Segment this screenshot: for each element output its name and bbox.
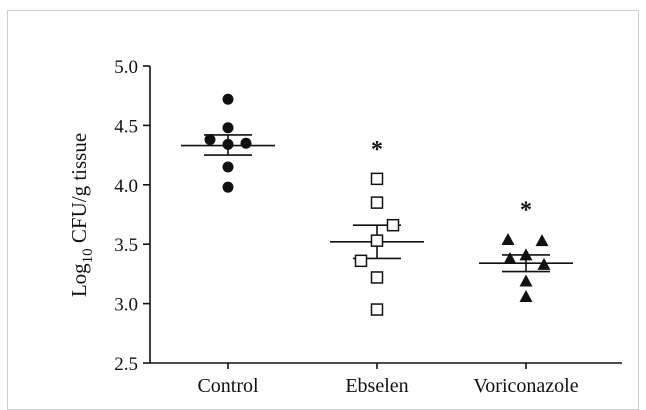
- data-point-square: [370, 271, 384, 284]
- data-point-circle: [222, 122, 234, 134]
- axes: 2.5 3.0 3.5 4.0 4.5 5.0 Control Ebselen Voricona…: [114, 57, 622, 396]
- data-point-circle: [222, 138, 234, 150]
- y-axis-title-prefix: Log: [67, 263, 91, 297]
- chart: 2.5 3.0 3.5 4.0 4.5 5.0 Control Ebselen Voricona…: [67, 57, 622, 396]
- y-tick-label: 3.0: [114, 295, 138, 316]
- data-point-square: [370, 303, 384, 316]
- marks: **: [181, 93, 573, 316]
- data-point-circle: [222, 161, 234, 173]
- data-point-circle: [222, 93, 234, 105]
- data-point-square: [370, 234, 384, 247]
- data-point-triangle: [519, 248, 533, 261]
- data-point-circle: [240, 137, 252, 149]
- significance-marker: *: [371, 137, 383, 163]
- data-point-square: [370, 172, 384, 186]
- data-point-triangle: [537, 257, 551, 270]
- data-point-circle: [222, 181, 234, 193]
- x-category-label: Control: [197, 375, 259, 396]
- y-tick-label: 4.5: [114, 116, 138, 137]
- data-point-square: [370, 196, 384, 209]
- data-point-triangle: [519, 289, 533, 302]
- y-axis-title-rest: CFU/g tissue: [67, 133, 91, 249]
- data-point-circle: [204, 134, 216, 146]
- data-point-square: [354, 254, 368, 268]
- y-tick-label: 4.0: [114, 176, 138, 197]
- y-axis-title-subscript: 10: [80, 248, 96, 263]
- data-point-triangle: [535, 234, 549, 247]
- x-category-label: Ebselen: [345, 375, 408, 396]
- y-tick-label: 5.0: [114, 57, 138, 78]
- data-point-triangle: [503, 251, 517, 264]
- y-tick-label: 2.5: [114, 354, 138, 375]
- y-axis-title: Log10 CFU/g tissue: [67, 133, 96, 297]
- y-tick-label: 3.5: [114, 235, 138, 256]
- data-point-triangle: [501, 232, 515, 245]
- significance-marker: *: [520, 197, 532, 223]
- data-point-triangle: [519, 274, 533, 287]
- x-category-label: Voriconazole: [473, 375, 578, 396]
- data-point-square: [386, 218, 400, 232]
